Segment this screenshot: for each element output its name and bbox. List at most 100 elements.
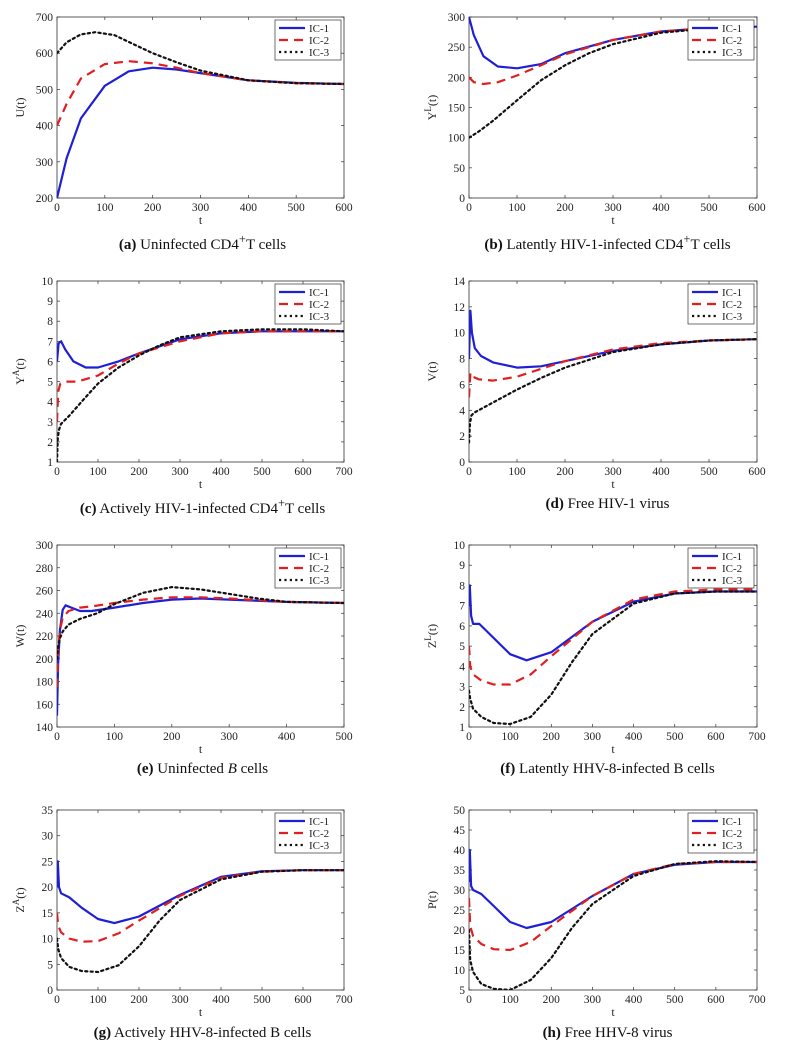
x-axis-label: t — [199, 213, 203, 227]
legend-label: IC-1 — [309, 287, 329, 299]
x-tick-label: 400 — [240, 202, 258, 214]
y-tick-label: 300 — [36, 157, 54, 169]
series-line-ic-1 — [57, 597, 344, 716]
y-tick-label: 20 — [454, 925, 466, 937]
y-tick-label: 5 — [47, 377, 53, 389]
y-tick-label: 500 — [36, 84, 54, 96]
y-tick-label: 20 — [42, 882, 54, 894]
x-tick-label: 500 — [335, 731, 353, 743]
series-line-ic-3 — [57, 31, 344, 86]
legend-label: IC-3 — [722, 575, 743, 587]
y-tick-label: 150 — [448, 103, 466, 115]
panel-c: 0 100 200 300 400 500 600 700 1 2 3 4 5 6 7 8 9 10 t YA(t) I… — [11, 276, 353, 491]
x-tick-label: 600 — [707, 731, 725, 743]
y-tick-label: 200 — [36, 193, 54, 205]
x-tick-label: 100 — [89, 466, 107, 478]
series-line-ic-2 — [469, 588, 757, 686]
y-tick-label: 180 — [36, 677, 54, 689]
x-tick-label: 300 — [604, 466, 622, 478]
x-tick-label: 200 — [556, 466, 574, 478]
y-axis-label: YA(t) — [11, 358, 27, 385]
y-tick-label: 280 — [36, 563, 54, 575]
y-tick-label: 700 — [36, 12, 54, 24]
x-axis-label: t — [611, 1005, 615, 1019]
series-line-ic-3 — [469, 590, 757, 726]
y-tick-label: 10 — [454, 328, 466, 340]
legend-label: IC-2 — [309, 563, 329, 575]
caption-g: (g) Actively HHV-8-infected B cells — [93, 1025, 312, 1041]
y-tick-label: 10 — [454, 540, 466, 552]
x-tick-label: 0 — [54, 731, 60, 743]
x-tick-label: 300 — [171, 994, 189, 1006]
plot-frame — [56, 280, 345, 463]
legend: IC-1IC-2IC-3 — [274, 19, 342, 61]
x-tick-label: 700 — [335, 994, 353, 1006]
caption-c: (c) Actively HIV-1-infected CD4+T cells — [79, 496, 326, 517]
legend-label: IC-3 — [309, 311, 330, 323]
caption-tag: (h) — [542, 1025, 561, 1041]
y-tick-label: 6 — [47, 356, 53, 368]
y-tick-label: 35 — [42, 805, 54, 817]
y-tick-label: 14 — [454, 276, 466, 288]
x-tick-label: 500 — [700, 466, 718, 478]
x-tick-label: 200 — [144, 202, 162, 214]
y-tick-label: 200 — [448, 72, 466, 84]
y-tick-label: 40 — [454, 845, 466, 857]
x-tick-label: 400 — [278, 731, 296, 743]
x-tick-label: 300 — [584, 994, 602, 1006]
y-tick-label: 7 — [459, 601, 465, 613]
x-tick-label: 300 — [192, 202, 210, 214]
y-tick-label: 3 — [459, 682, 465, 694]
panel-d: 0 100 200 300 400 500 60002468101214tV(t)IC-1I… — [425, 276, 766, 491]
x-tick-label: 400 — [625, 731, 643, 743]
y-tick-label: 9 — [47, 296, 53, 308]
legend-label: IC-1 — [722, 816, 742, 828]
legend-label: IC-3 — [722, 311, 743, 323]
x-tick-label: 0 — [466, 994, 472, 1006]
series-line-ic-2 — [469, 860, 757, 952]
caption-d: (d) Free HIV-1 virus — [545, 496, 670, 512]
y-tick-label: 300 — [448, 12, 466, 24]
legend-label: IC-2 — [309, 35, 329, 47]
x-tick-label: 200 — [130, 994, 148, 1006]
legend: IC-1IC-2IC-3 — [687, 19, 755, 61]
x-tick-label: 100 — [502, 731, 520, 743]
y-tick-label: 12 — [454, 302, 466, 314]
x-axis-label: t — [611, 742, 615, 756]
series-line-ic-3 — [469, 860, 757, 990]
x-tick-label: 100 — [508, 202, 526, 214]
x-tick-label: 100 — [508, 466, 526, 478]
x-tick-label: 600 — [748, 466, 766, 478]
caption-b: (b) Latently HIV-1-infected CD4+T cells — [484, 232, 731, 253]
x-axis-label: t — [199, 477, 203, 491]
y-tick-label: 5 — [47, 959, 53, 971]
x-tick-label: 0 — [54, 994, 60, 1006]
plot-frame — [468, 544, 758, 728]
series-line-ic-3 — [57, 585, 344, 660]
series-line-ic-2 — [57, 869, 344, 943]
legend-label: IC-2 — [722, 828, 742, 840]
x-tick-label: 600 — [294, 466, 312, 478]
x-tick-label: 700 — [748, 731, 766, 743]
y-tick-label: 9 — [459, 560, 465, 572]
y-tick-label: 7 — [47, 336, 53, 348]
y-tick-label: 35 — [454, 865, 466, 877]
x-tick-label: 300 — [221, 731, 239, 743]
y-tick-label: 30 — [42, 831, 54, 843]
y-tick-label: 5 — [459, 641, 465, 653]
y-tick-label: 45 — [454, 825, 466, 837]
legend-label: IC-1 — [722, 551, 742, 563]
panel-f: 0 100 200 300 400 500 600 700 1 2 3 4 5 6 7 8 9 10 t ZL(t) I… — [423, 540, 766, 756]
caption-f: (f) Latently HHV-8-infected B cells — [500, 761, 715, 777]
legend: IC-1IC-2IC-3 — [687, 283, 755, 325]
y-axis-label: U(t) — [13, 98, 27, 118]
x-tick-label: 400 — [652, 466, 670, 478]
x-tick-label: 400 — [212, 466, 230, 478]
y-tick-label: 4 — [459, 661, 465, 673]
y-tick-label: 8 — [459, 354, 465, 366]
x-tick-label: 300 — [604, 202, 622, 214]
caption-tag: (a) — [118, 237, 137, 253]
legend-label: IC-1 — [309, 816, 329, 828]
caption-tag: (c) — [79, 501, 97, 517]
y-tick-label: 0 — [47, 985, 53, 997]
